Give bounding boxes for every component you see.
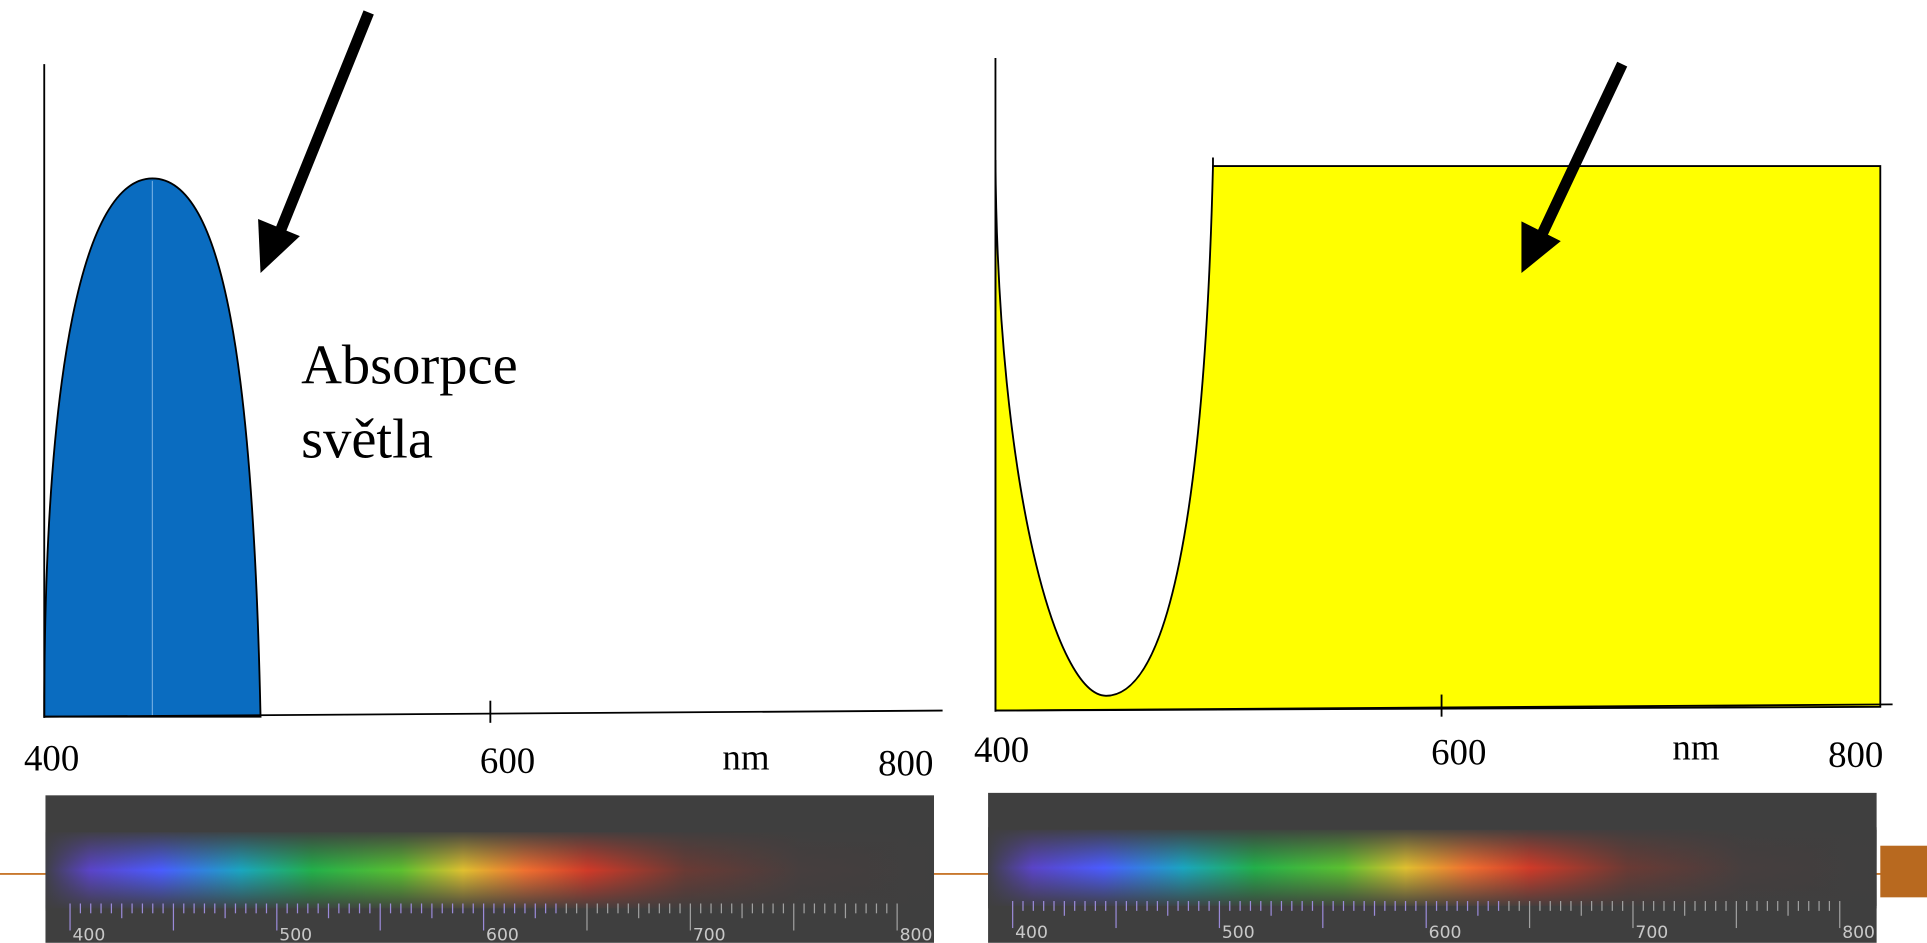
spectrum-label: 700 bbox=[693, 925, 726, 943]
spectrum-label: 500 bbox=[279, 925, 312, 943]
spectrum-label: 500 bbox=[1222, 923, 1255, 943]
x-axis bbox=[995, 703, 1893, 712]
axis-label: 400 bbox=[24, 738, 79, 779]
annotation: Absorpce bbox=[301, 335, 518, 397]
left-panel: Absorpce světla 400 600 nm 800 400 500 600… bbox=[24, 10, 943, 943]
spectrum-label: 800 bbox=[900, 925, 933, 943]
axis-label: nm bbox=[1672, 727, 1719, 768]
corner-block bbox=[1880, 845, 1927, 898]
spectrum-label: 700 bbox=[1635, 923, 1668, 943]
spectrum-label: 600 bbox=[1429, 923, 1462, 943]
axis-label: 600 bbox=[1431, 732, 1486, 773]
arrow-head bbox=[1521, 221, 1561, 274]
transmission-area bbox=[994, 159, 1882, 712]
spectrum-label: 600 bbox=[486, 925, 519, 943]
spectrum-label: 400 bbox=[1015, 923, 1048, 943]
arrow bbox=[275, 10, 374, 234]
axis-label: nm bbox=[722, 737, 769, 778]
axis-label: 400 bbox=[974, 729, 1029, 770]
axis-label: 800 bbox=[878, 743, 933, 784]
spectrum: 400 500 600 700 800 bbox=[988, 792, 1877, 943]
arrow bbox=[1537, 61, 1628, 237]
spectrum-fade bbox=[988, 827, 1877, 909]
axis-label: 600 bbox=[480, 740, 535, 781]
arrow-head bbox=[258, 218, 300, 274]
right-panel: 400 600 nm 800 400 500 600 700 800 bbox=[974, 57, 1893, 943]
spectrum: 400 500 600 700 800 bbox=[45, 795, 935, 943]
x-axis bbox=[44, 709, 943, 718]
axis-label: 800 bbox=[1828, 734, 1883, 775]
spectrum-fade bbox=[45, 829, 935, 911]
annotation: světla bbox=[301, 408, 433, 470]
spectrum-label: 800 bbox=[1842, 923, 1875, 943]
spectrum-label: 400 bbox=[73, 925, 106, 943]
